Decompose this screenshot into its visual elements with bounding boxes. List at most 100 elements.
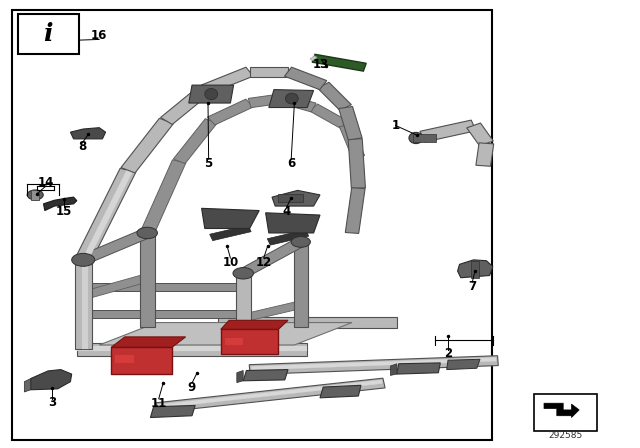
Polygon shape	[31, 190, 39, 200]
Polygon shape	[83, 310, 243, 318]
Polygon shape	[239, 238, 305, 277]
Polygon shape	[99, 323, 352, 345]
Polygon shape	[82, 260, 88, 349]
Polygon shape	[156, 378, 385, 413]
Polygon shape	[173, 119, 217, 164]
Polygon shape	[111, 337, 186, 347]
Bar	[115, 355, 134, 363]
Polygon shape	[24, 379, 31, 392]
Ellipse shape	[233, 267, 253, 279]
Text: 15: 15	[56, 205, 72, 218]
Polygon shape	[77, 346, 307, 351]
Ellipse shape	[28, 190, 44, 200]
Polygon shape	[236, 273, 251, 349]
Text: 9: 9	[188, 381, 196, 394]
Polygon shape	[77, 343, 307, 356]
Polygon shape	[79, 229, 151, 264]
Bar	[413, 134, 436, 142]
Polygon shape	[210, 225, 251, 241]
Polygon shape	[348, 139, 365, 188]
Polygon shape	[241, 301, 303, 322]
Ellipse shape	[409, 133, 423, 144]
Polygon shape	[44, 197, 77, 211]
Ellipse shape	[72, 254, 95, 266]
Polygon shape	[243, 370, 288, 381]
Text: 10: 10	[222, 255, 239, 269]
Ellipse shape	[291, 237, 310, 247]
Ellipse shape	[205, 89, 218, 100]
Text: 16: 16	[91, 29, 108, 43]
Text: 13: 13	[313, 57, 330, 71]
Polygon shape	[248, 94, 283, 108]
Polygon shape	[339, 124, 365, 158]
Polygon shape	[266, 213, 320, 233]
Text: 7: 7	[468, 280, 476, 293]
Polygon shape	[81, 274, 149, 299]
Bar	[278, 194, 303, 202]
Polygon shape	[141, 160, 186, 234]
Polygon shape	[268, 230, 308, 245]
Text: 14: 14	[38, 176, 54, 190]
Bar	[225, 338, 243, 345]
Text: 6: 6	[287, 157, 295, 170]
Polygon shape	[83, 283, 243, 291]
Polygon shape	[476, 143, 493, 166]
Polygon shape	[140, 233, 155, 327]
Polygon shape	[201, 67, 253, 94]
Polygon shape	[158, 380, 383, 408]
Polygon shape	[339, 107, 362, 140]
Polygon shape	[161, 86, 211, 125]
Polygon shape	[467, 123, 493, 146]
Polygon shape	[207, 99, 253, 125]
Polygon shape	[397, 363, 440, 374]
Polygon shape	[272, 190, 320, 206]
Polygon shape	[221, 320, 288, 329]
Text: 3: 3	[49, 396, 56, 409]
Text: 4: 4	[283, 205, 291, 218]
Polygon shape	[76, 168, 136, 262]
Polygon shape	[544, 403, 576, 416]
Text: 11: 11	[150, 396, 167, 410]
Bar	[111, 347, 172, 374]
Polygon shape	[75, 260, 92, 349]
Polygon shape	[252, 358, 496, 370]
Polygon shape	[312, 54, 366, 71]
Polygon shape	[317, 82, 351, 110]
Text: 12: 12	[255, 255, 272, 269]
Polygon shape	[420, 120, 476, 142]
Polygon shape	[250, 67, 288, 77]
Bar	[534, 394, 597, 431]
Text: 292585: 292585	[548, 431, 583, 440]
Polygon shape	[249, 356, 499, 375]
Polygon shape	[279, 94, 316, 112]
Polygon shape	[202, 208, 259, 228]
Text: 8: 8	[78, 140, 86, 154]
Polygon shape	[447, 359, 480, 370]
Polygon shape	[572, 404, 579, 418]
Polygon shape	[294, 242, 308, 327]
Polygon shape	[82, 169, 133, 261]
Bar	[12, 10, 492, 440]
Polygon shape	[310, 56, 317, 61]
Ellipse shape	[137, 227, 157, 239]
Polygon shape	[150, 405, 195, 418]
Polygon shape	[284, 67, 327, 90]
Ellipse shape	[285, 93, 298, 104]
Text: 5: 5	[205, 157, 212, 170]
Polygon shape	[218, 317, 397, 328]
Text: 1: 1	[392, 119, 399, 132]
Text: i: i	[44, 22, 53, 46]
Polygon shape	[320, 385, 361, 398]
Polygon shape	[310, 104, 349, 129]
Polygon shape	[31, 370, 72, 390]
Polygon shape	[471, 261, 479, 278]
Bar	[221, 329, 278, 354]
Polygon shape	[189, 85, 234, 103]
Polygon shape	[458, 260, 493, 278]
Polygon shape	[390, 364, 397, 375]
Polygon shape	[346, 188, 365, 233]
Polygon shape	[121, 118, 173, 173]
Polygon shape	[70, 128, 106, 139]
Bar	[18, 14, 79, 54]
Polygon shape	[237, 370, 243, 383]
